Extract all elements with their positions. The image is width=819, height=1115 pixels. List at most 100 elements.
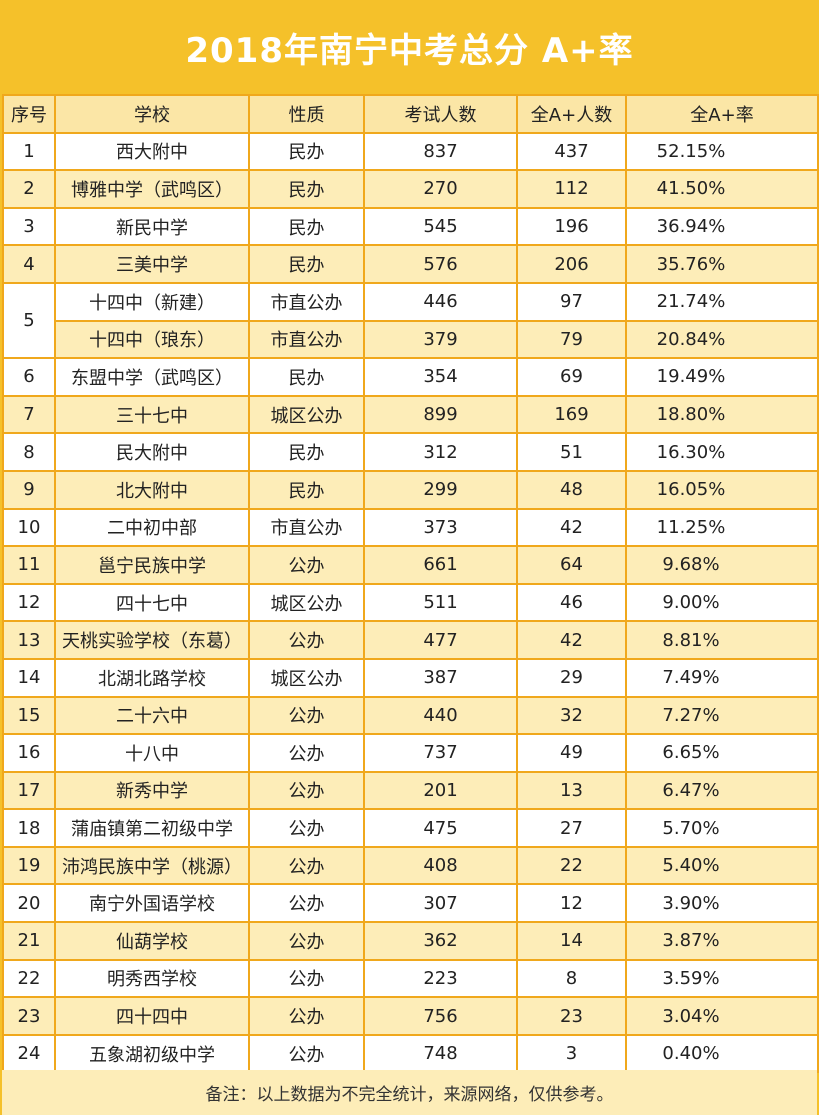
table-row: 21 仙葫学校 公办 362 14 3.87%: [2, 921, 819, 961]
school-cell: 新秀中学: [54, 770, 250, 811]
type-cell: 市直公办: [248, 319, 365, 360]
type-cell: 民办: [248, 244, 365, 284]
full-a-count-cell: 169: [516, 394, 627, 435]
table-row: 20 南宁外国语学校 公办 307 12 3.90%: [2, 883, 819, 924]
rank-cell: 21: [2, 921, 56, 961]
full-a-rate-cell: 18.80%: [625, 394, 819, 435]
full-a-count-cell: 12: [516, 883, 627, 924]
rank-cell: 2: [2, 169, 56, 209]
school-cell: 十四中（琅东）: [54, 319, 250, 360]
exam-count-cell: 354: [363, 357, 518, 397]
full-a-rate-cell: 6.47%: [625, 770, 819, 811]
full-a-count-cell: 49: [516, 733, 627, 773]
full-a-rate-cell: 7.27%: [625, 695, 819, 736]
exam-count-cell: 373: [363, 507, 518, 548]
school-cell: 新民中学: [54, 206, 250, 247]
table-row: 12 四十七中 城区公办 511 46 9.00%: [2, 582, 819, 623]
type-cell: 城区公办: [248, 582, 365, 623]
header-full-a-rate: 全A+率: [625, 94, 819, 134]
school-cell: 东盟中学（武鸣区）: [54, 357, 250, 397]
exam-count-cell: 446: [363, 281, 518, 322]
school-cell: 四十七中: [54, 582, 250, 623]
full-a-count-cell: 97: [516, 281, 627, 322]
table-row: 9 北大附中 民办 299 48 16.05%: [2, 469, 819, 510]
full-a-count-cell: 13: [516, 770, 627, 811]
rank-cell: 6: [2, 357, 56, 397]
type-cell: 公办: [248, 770, 365, 811]
exam-count-cell: 576: [363, 244, 518, 284]
school-cell: 沛鸿民族中学（桃源）: [54, 845, 250, 886]
school-cell: 蒲庙镇第二初级中学: [54, 808, 250, 848]
type-cell: 公办: [248, 808, 365, 848]
table-row: 6 东盟中学（武鸣区） 民办 354 69 19.49%: [2, 357, 819, 397]
full-a-rate-cell: 52.15%: [625, 131, 819, 172]
full-a-count-cell: 196: [516, 206, 627, 247]
exam-count-cell: 379: [363, 319, 518, 360]
a-plus-rate-table: 序号 学校 性质 考试人数 全A+人数 全A+率 1 西大附中 民办 837 437 52…: [2, 94, 819, 1074]
rank-cell: 9: [2, 469, 56, 510]
school-cell: 民大附中: [54, 432, 250, 472]
table-row: 19 沛鸿民族中学（桃源） 公办 408 22 5.40%: [2, 845, 819, 886]
type-cell: 公办: [248, 883, 365, 924]
school-cell: 明秀西学校: [54, 958, 250, 999]
rank-cell: 23: [2, 996, 56, 1036]
rank-cell: 5: [2, 281, 56, 360]
exam-count-cell: 477: [363, 620, 518, 660]
rank-cell: 11: [2, 545, 56, 585]
type-cell: 公办: [248, 545, 365, 585]
type-cell: 民办: [248, 469, 365, 510]
school-cell: 三美中学: [54, 244, 250, 284]
type-cell: 公办: [248, 1033, 365, 1074]
rank-cell: 17: [2, 770, 56, 811]
full-a-count-cell: 27: [516, 808, 627, 848]
type-cell: 民办: [248, 206, 365, 247]
full-a-count-cell: 69: [516, 357, 627, 397]
type-cell: 公办: [248, 921, 365, 961]
table-row: 13 天桃实验学校（东葛） 公办 477 42 8.81%: [2, 620, 819, 660]
rank-cell: 18: [2, 808, 56, 848]
full-a-rate-cell: 8.81%: [625, 620, 819, 660]
header-type: 性质: [248, 94, 365, 134]
school-cell: 博雅中学（武鸣区）: [54, 169, 250, 209]
type-cell: 公办: [248, 733, 365, 773]
table-row: 10 二中初中部 市直公办 373 42 11.25%: [2, 507, 819, 548]
school-cell: 十八中: [54, 733, 250, 773]
table-row: 23 四十四中 公办 756 23 3.04%: [2, 996, 819, 1036]
full-a-rate-cell: 16.05%: [625, 469, 819, 510]
school-cell: 西大附中: [54, 131, 250, 172]
school-cell: 天桃实验学校（东葛）: [54, 620, 250, 660]
header-rank: 序号: [2, 94, 56, 134]
type-cell: 公办: [248, 996, 365, 1036]
full-a-count-cell: 42: [516, 507, 627, 548]
table-row: 3 新民中学 民办 545 196 36.94%: [2, 206, 819, 247]
rank-cell: 10: [2, 507, 56, 548]
table-row: 18 蒲庙镇第二初级中学 公办 475 27 5.70%: [2, 808, 819, 848]
table-row: 14 北湖北路学校 城区公办 387 29 7.49%: [2, 657, 819, 698]
exam-count-cell: 748: [363, 1033, 518, 1074]
school-cell: 二十六中: [54, 695, 250, 736]
type-cell: 城区公办: [248, 394, 365, 435]
school-cell: 南宁外国语学校: [54, 883, 250, 924]
school-cell: 十四中（新建）: [54, 281, 250, 322]
rank-cell: 7: [2, 394, 56, 435]
table-row: 8 民大附中 民办 312 51 16.30%: [2, 432, 819, 472]
exam-count-cell: 201: [363, 770, 518, 811]
type-cell: 公办: [248, 845, 365, 886]
full-a-count-cell: 32: [516, 695, 627, 736]
exam-count-cell: 899: [363, 394, 518, 435]
school-cell: 四十四中: [54, 996, 250, 1036]
type-cell: 公办: [248, 958, 365, 999]
exam-count-cell: 312: [363, 432, 518, 472]
full-a-rate-cell: 41.50%: [625, 169, 819, 209]
footnote: 备注：以上数据为不完全统计，来源网络，仅供参考。: [2, 1070, 817, 1115]
full-a-count-cell: 48: [516, 469, 627, 510]
table-row: 十四中（琅东） 市直公办 379 79 20.84%: [3, 319, 819, 360]
rank-cell: 15: [2, 695, 56, 736]
rank-cell: 24: [2, 1033, 56, 1074]
full-a-rate-cell: 5.70%: [625, 808, 819, 848]
rank-cell: 19: [2, 845, 56, 886]
rank-cell: 8: [2, 432, 56, 472]
full-a-count-cell: 42: [516, 620, 627, 660]
full-a-count-cell: 46: [516, 582, 627, 623]
